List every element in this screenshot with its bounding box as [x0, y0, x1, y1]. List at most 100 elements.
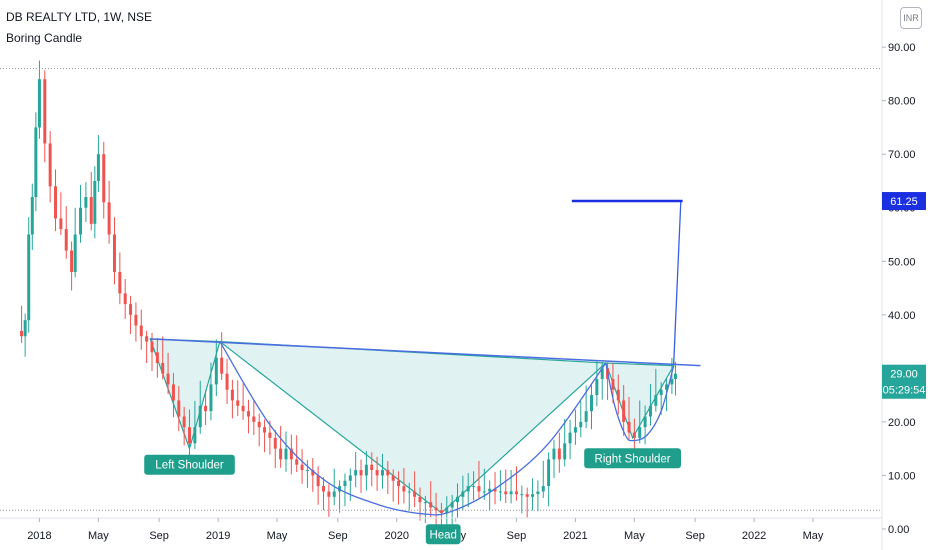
- candle-body: [129, 304, 133, 315]
- candle-body: [552, 448, 556, 460]
- time-axis[interactable]: 2018 May Sep 2019 May Sep 2020 May Sep 2021 May Sep…: [27, 518, 824, 542]
- candle-body: [20, 330, 24, 337]
- candle-body: [611, 379, 615, 390]
- candle-body: [150, 341, 154, 353]
- candle-body: [456, 496, 460, 503]
- candle-body: [112, 234, 116, 272]
- candle-body: [311, 470, 315, 476]
- candle-body: [155, 352, 159, 363]
- x-tick-label: 2019: [206, 530, 230, 542]
- y-tick-label: 0.00: [888, 524, 909, 536]
- candle-body: [107, 202, 111, 235]
- annotation-box: [584, 448, 681, 469]
- price-badge-label: 05:29:54: [883, 385, 926, 397]
- candle-body: [145, 336, 149, 342]
- currency-badge[interactable]: INR: [900, 7, 922, 29]
- candle-body: [482, 491, 486, 493]
- candle-body: [34, 127, 38, 198]
- price-badge-label: 29.00: [890, 369, 918, 381]
- candle-body: [289, 448, 293, 460]
- candle-body: [70, 250, 74, 272]
- candle-body: [214, 357, 218, 385]
- candle-body: [434, 507, 438, 511]
- candle-body: [332, 491, 336, 497]
- x-tick-label: Sep: [149, 530, 169, 542]
- candle-body: [59, 218, 63, 230]
- candle-body: [391, 475, 395, 481]
- y-tick-label: 90.00: [888, 42, 916, 54]
- study-label[interactable]: Boring Candle: [6, 31, 83, 45]
- candle-body: [429, 502, 433, 508]
- candle-body: [354, 470, 358, 476]
- candle-body: [509, 491, 513, 495]
- candle-body: [177, 400, 181, 417]
- candle-body: [648, 405, 652, 417]
- drawing-lines: [0, 68, 882, 516]
- candle-body: [327, 491, 331, 497]
- candle-body: [665, 384, 669, 390]
- y-tick-label: 20.00: [888, 417, 916, 429]
- neckline: [150, 338, 701, 367]
- candle-body: [673, 373, 677, 380]
- candle-body: [96, 154, 100, 181]
- candle-body: [498, 491, 502, 493]
- candle-body: [241, 405, 245, 412]
- candle-body: [73, 234, 77, 272]
- candle-body: [568, 432, 572, 444]
- annotation-box: [425, 524, 461, 545]
- y-tick-label: 50.00: [888, 256, 916, 268]
- annotation-box: [144, 454, 235, 475]
- candle-body: [595, 379, 599, 396]
- candle-body: [563, 443, 567, 460]
- candle-body: [402, 486, 406, 492]
- x-tick-label: 2018: [27, 530, 51, 542]
- candle-body: [643, 416, 647, 428]
- plot-area: [0, 0, 882, 518]
- candle-body: [171, 384, 175, 401]
- candle-body: [493, 488, 497, 492]
- candle-body: [477, 486, 481, 492]
- candle-body: [450, 502, 454, 508]
- x-tick-label: 2021: [563, 530, 587, 542]
- candle-body: [541, 486, 545, 492]
- candle-body: [198, 405, 202, 428]
- candle-body: [27, 234, 31, 321]
- candle-body: [536, 491, 540, 495]
- candle-body: [584, 411, 588, 422]
- candle-body: [263, 427, 267, 433]
- candle-body: [525, 494, 529, 497]
- x-tick-label: Sep: [685, 530, 705, 542]
- candles: [20, 60, 677, 533]
- candle-body: [166, 373, 170, 385]
- candle-body: [531, 494, 535, 497]
- x-tick-label: May: [624, 530, 645, 542]
- candle-body: [316, 475, 320, 487]
- candle-body: [93, 180, 97, 224]
- candle-body: [600, 368, 604, 380]
- candle-body: [445, 507, 449, 513]
- candle-body: [273, 437, 277, 449]
- annotation-label: Left Shoulder: [155, 460, 224, 472]
- candle-body: [284, 448, 288, 460]
- candle-body: [338, 486, 342, 492]
- candle-body: [322, 486, 326, 492]
- symbol-title[interactable]: DB REALTY LTD, 1W, NSE: [6, 10, 153, 24]
- candle-body: [472, 486, 476, 488]
- x-tick-label: Sep: [328, 530, 348, 542]
- candle-body: [230, 389, 234, 401]
- pattern-labels: Left Shoulder Head Right Shoulder: [144, 448, 681, 545]
- candle-body: [182, 416, 186, 428]
- x-tick-label: May: [267, 530, 288, 542]
- candle-body: [504, 491, 508, 495]
- y-tick-label: 40.00: [888, 310, 916, 322]
- candle-body: [638, 427, 642, 438]
- candle-body: [209, 384, 213, 412]
- candle-body: [118, 271, 122, 294]
- candle-body: [418, 496, 422, 503]
- candle-body: [123, 293, 127, 305]
- y-tick-label: 10.00: [888, 470, 916, 482]
- price-axis[interactable]: 0.0010.0020.0030.0040.0050.0060.0070.008…: [882, 42, 916, 536]
- candle-body: [37, 79, 41, 128]
- candle-body: [348, 475, 352, 481]
